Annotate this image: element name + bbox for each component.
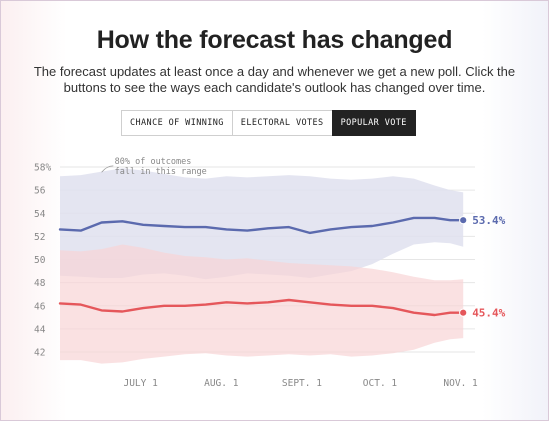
y-tick-label: 42 (34, 348, 45, 359)
view-toggle-group: CHANCE OF WINNING ELECTORAL VOTES POPULA… (121, 110, 416, 136)
electoral-votes-button[interactable]: ELECTORAL VOTES (231, 110, 333, 136)
popular-vote-chart: 42 44 46 48 50 52 54 56 58% JULY 1 AUG. 1 SEPT. 1 OC… (34, 157, 506, 389)
page-subtitle: The forecast updates at least once a day… (33, 64, 516, 95)
y-tick-label: 58% (34, 163, 51, 174)
y-tick-label: 46 (34, 301, 46, 312)
annotation-text: fall in this range (115, 167, 207, 177)
y-tick-label: 50 (34, 255, 46, 266)
red-end-label: 45.4% (472, 307, 505, 320)
x-tick-label: AUG. 1 (204, 378, 239, 389)
red-range-band (60, 244, 464, 364)
page-title: How the forecast has changed (96, 26, 453, 54)
y-tick-label: 54 (34, 209, 46, 220)
red-series-line (58, 298, 465, 317)
y-tick-label: 44 (34, 324, 46, 335)
y-tick-label: 56 (34, 186, 46, 197)
blue-end-label: 53.4% (472, 214, 505, 227)
x-tick-label: SEPT. 1 (282, 378, 322, 389)
y-tick-label: 48 (34, 278, 46, 289)
blue-series-line (58, 216, 465, 235)
red-end-point (459, 308, 468, 317)
popular-vote-button[interactable]: POPULAR VOTE (331, 110, 416, 136)
y-tick-label: 52 (34, 232, 45, 243)
blue-end-point (459, 216, 468, 225)
x-tick-label: OCT. 1 (363, 378, 398, 389)
annotation-text: 80% of outcomes (115, 157, 192, 167)
annotation-arrow (101, 165, 114, 173)
x-tick-label: NOV. 1 (443, 378, 478, 389)
blue-range-band (60, 168, 464, 280)
chance-of-winning-button[interactable]: CHANCE OF WINNING (121, 110, 233, 136)
x-tick-label: JULY 1 (123, 378, 158, 389)
